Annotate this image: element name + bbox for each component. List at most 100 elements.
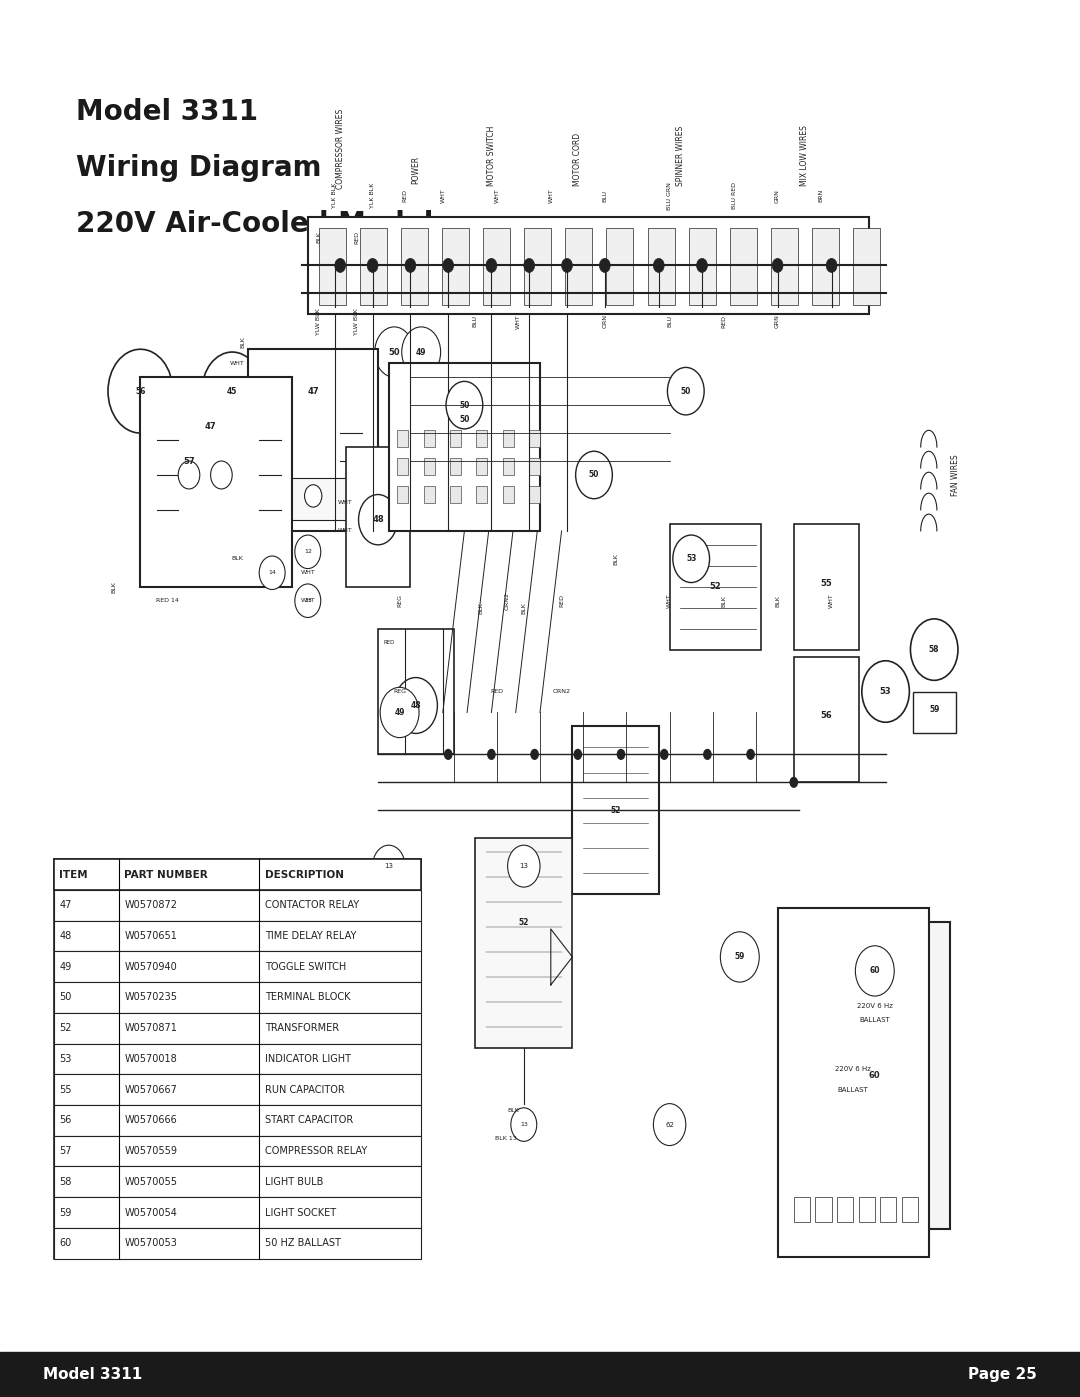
Text: Page 25: Page 25 (968, 1368, 1037, 1382)
Text: BLK: BLK (316, 232, 321, 243)
Text: RED: RED (354, 231, 359, 244)
Circle shape (821, 1139, 842, 1166)
Text: 49: 49 (59, 961, 71, 972)
Circle shape (910, 619, 958, 680)
Text: BLK: BLK (522, 602, 526, 613)
Circle shape (511, 1108, 537, 1141)
Text: RED 14: RED 14 (156, 598, 179, 604)
Text: YLW BLK: YLW BLK (316, 307, 321, 335)
Bar (476, 458, 487, 475)
Bar (248, 349, 378, 531)
Circle shape (653, 258, 664, 272)
Text: 60: 60 (869, 967, 880, 975)
Text: 59: 59 (59, 1207, 71, 1218)
Bar (529, 486, 540, 503)
Text: W0570666: W0570666 (124, 1115, 177, 1126)
Text: Wiring Diagram: Wiring Diagram (76, 154, 321, 182)
Text: WHT: WHT (495, 189, 499, 203)
Bar (397, 458, 408, 475)
Bar (54, 859, 421, 890)
Text: RED: RED (721, 314, 726, 328)
Circle shape (821, 1166, 842, 1194)
Bar (54, 951, 421, 982)
Bar (799, 922, 950, 1229)
Bar (607, 228, 634, 305)
Text: W0570054: W0570054 (124, 1207, 177, 1218)
Text: BLU: BLU (603, 190, 607, 201)
Text: 60: 60 (59, 1238, 71, 1249)
Circle shape (573, 749, 582, 760)
Text: 62: 62 (665, 1122, 674, 1127)
Text: 45: 45 (227, 387, 238, 395)
Text: 50 HZ BALLAST: 50 HZ BALLAST (265, 1238, 340, 1249)
Text: WHT: WHT (230, 360, 245, 366)
Text: BLK 13: BLK 13 (495, 1136, 516, 1141)
Text: PART NUMBER: PART NUMBER (124, 869, 208, 880)
Bar (389, 363, 540, 531)
Text: WHT: WHT (516, 314, 521, 328)
Bar (423, 430, 434, 447)
Circle shape (907, 1139, 929, 1166)
Text: 56: 56 (821, 711, 832, 719)
Text: 48: 48 (59, 930, 71, 942)
Text: W0570018: W0570018 (124, 1053, 177, 1065)
Text: INDICATOR LIGHT: INDICATOR LIGHT (265, 1053, 351, 1065)
Bar (397, 430, 408, 447)
Text: 48: 48 (373, 515, 383, 524)
Bar (346, 447, 410, 587)
Bar (503, 486, 514, 503)
Text: BALLAST: BALLAST (860, 1017, 890, 1023)
Text: 59: 59 (929, 705, 940, 714)
Text: 13: 13 (519, 863, 528, 869)
Text: W0570235: W0570235 (124, 992, 177, 1003)
Bar (778, 908, 929, 1257)
Circle shape (530, 749, 539, 760)
Text: 13: 13 (384, 863, 393, 869)
Circle shape (617, 749, 625, 760)
Text: BLU GRN: BLU GRN (667, 182, 672, 210)
Text: RED: RED (490, 689, 503, 694)
Text: 14: 14 (268, 570, 276, 576)
Text: YLW BLK: YLW BLK (354, 307, 359, 335)
Text: RED: RED (403, 189, 407, 203)
Circle shape (159, 422, 219, 500)
Bar (810, 978, 837, 992)
Bar (54, 859, 421, 1259)
Bar (54, 1074, 421, 1105)
Text: BLK: BLK (232, 556, 243, 562)
Bar (476, 486, 487, 503)
Circle shape (108, 349, 173, 433)
Bar (503, 458, 514, 475)
Text: SPINNER WIRES: SPINNER WIRES (676, 126, 685, 186)
Text: 50: 50 (459, 401, 470, 409)
Text: 55: 55 (59, 1084, 72, 1095)
Text: ITEM: ITEM (59, 869, 89, 880)
Circle shape (259, 556, 285, 590)
Circle shape (211, 461, 232, 489)
Text: 50: 50 (389, 348, 400, 356)
Text: 47: 47 (205, 422, 216, 430)
Text: 50: 50 (680, 387, 691, 395)
Text: TERMINAL BLOCK: TERMINAL BLOCK (265, 992, 350, 1003)
Bar (450, 430, 461, 447)
Text: 48: 48 (410, 701, 421, 710)
Circle shape (653, 1104, 686, 1146)
Circle shape (703, 749, 712, 760)
Text: LIGHT BULB: LIGHT BULB (265, 1176, 323, 1187)
Text: W0570871: W0570871 (124, 1023, 177, 1034)
Bar (859, 1197, 875, 1222)
Bar (54, 921, 421, 951)
Text: W0570559: W0570559 (124, 1146, 177, 1157)
Text: ORN: ORN (603, 314, 607, 328)
Text: 56: 56 (135, 387, 146, 395)
Bar (275, 478, 351, 520)
Text: 53: 53 (686, 555, 697, 563)
Text: WHT: WHT (667, 594, 672, 608)
Circle shape (562, 258, 572, 272)
Text: WHT: WHT (441, 189, 445, 203)
Bar (853, 228, 880, 305)
Bar (0, 1352, 1080, 1397)
Text: W0570053: W0570053 (124, 1238, 177, 1249)
Text: START CAPACITOR: START CAPACITOR (265, 1115, 353, 1126)
Text: RED: RED (559, 594, 564, 608)
